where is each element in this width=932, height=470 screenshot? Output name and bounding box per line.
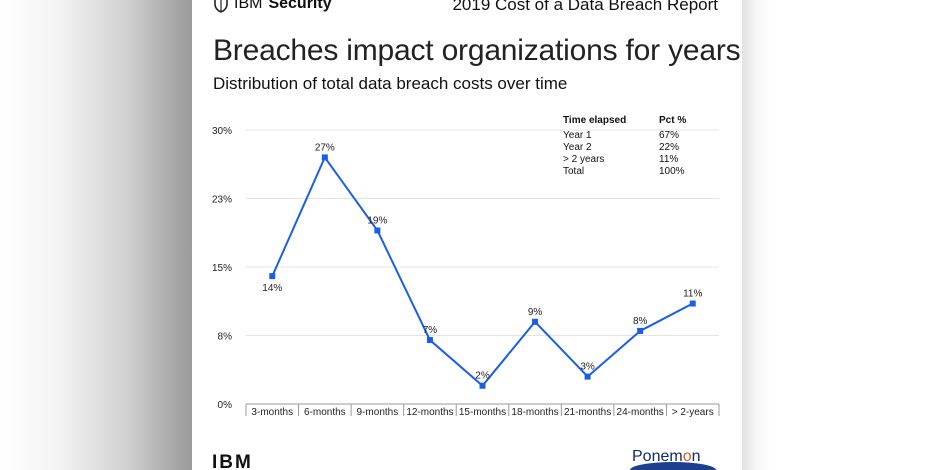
ibm-security-brand: IBM Security: [214, 0, 332, 13]
series-line: [271, 156, 694, 387]
data-label: 9%: [528, 307, 543, 318]
data-point: [584, 373, 591, 380]
data-point: [532, 318, 539, 325]
table-cell: 100%: [659, 166, 685, 177]
table-row: Year 1 67%: [563, 130, 686, 142]
chart-subtitle: Distribution of total data breach costs …: [213, 74, 568, 93]
ibm-logo: IBM: [212, 452, 253, 470]
brand-name: Security: [268, 0, 332, 12]
data-point: [321, 154, 328, 161]
data-label: 8%: [633, 316, 648, 327]
data-point: [374, 227, 381, 234]
table-cell: > 2 years: [563, 154, 605, 165]
data-label: 11%: [683, 289, 702, 300]
table-row: Year 2 22%: [563, 142, 686, 154]
x-tick-label: 6-months: [304, 407, 346, 418]
x-tick-label: 12-months: [406, 407, 453, 418]
ponemon-logo: Ponemon: [632, 448, 701, 466]
table-cell: Year 2: [563, 142, 592, 153]
y-tick-label: 15%: [212, 263, 232, 274]
data-point: [479, 382, 486, 389]
data-label: 2%: [475, 371, 490, 382]
x-tick-label: 18-months: [511, 407, 558, 418]
y-tick-label: 23%: [212, 195, 232, 206]
x-tick-label: 15-months: [459, 407, 506, 418]
table-cell: 22%: [659, 142, 680, 153]
line-chart: 0% 8% 15% 23% 30% 3-months 6-months 9-months 12-…: [212, 126, 720, 418]
x-tick-label: > 2-years: [672, 407, 714, 418]
table-cell: Year 1: [563, 130, 592, 141]
brand-prefix: IBM: [234, 0, 263, 12]
right-page-shadow: [742, 0, 772, 470]
table-cell: Total: [563, 166, 585, 177]
ponemon-text-start: Ponem: [632, 448, 683, 465]
data-point: [269, 273, 276, 280]
x-tick-label: 3-months: [251, 407, 293, 418]
data-label: 19%: [367, 215, 387, 226]
x-tick-label: 9-months: [357, 407, 399, 418]
table-header-pct: Pct %: [659, 115, 687, 126]
table-cell: 67%: [659, 130, 680, 141]
x-tick-label: 24-months: [617, 407, 664, 418]
table-cell: 11%: [659, 154, 679, 165]
ponemon-text-o: o: [682, 448, 692, 465]
report-title: 2019 Cost of a Data Breach Report: [452, 0, 718, 14]
data-label: 7%: [423, 325, 438, 336]
ponemon-logo-ellipse: [630, 462, 716, 470]
table-row: > 2 years 11%: [563, 154, 686, 166]
data-point: [689, 300, 696, 307]
data-point: [637, 327, 644, 334]
ponemon-text-end: n: [691, 448, 701, 465]
time-elapsed-table: Time elapsed Pct % Year 1 67% Year 2 22%…: [563, 115, 686, 178]
data-label: 3%: [580, 362, 595, 373]
data-label: 14%: [262, 283, 282, 294]
y-tick-label: 30%: [212, 126, 232, 137]
table-header-row: Time elapsed Pct %: [563, 115, 686, 130]
page-title: Breaches impact organizations for years: [213, 34, 741, 67]
left-page-shadow: [0, 0, 192, 470]
table-header-time-elapsed: Time elapsed: [563, 115, 627, 126]
y-tick-label: 8%: [218, 332, 233, 343]
x-tick-label: 21-months: [564, 407, 611, 418]
y-tick-label: 0%: [218, 400, 233, 411]
table-row: Total 100%: [563, 166, 686, 178]
data-label: 27%: [315, 142, 335, 153]
report-page: IBM Security 2019 Cost of a Data Breach …: [192, 0, 742, 470]
data-point: [426, 337, 433, 344]
shield-icon: [214, 0, 228, 13]
